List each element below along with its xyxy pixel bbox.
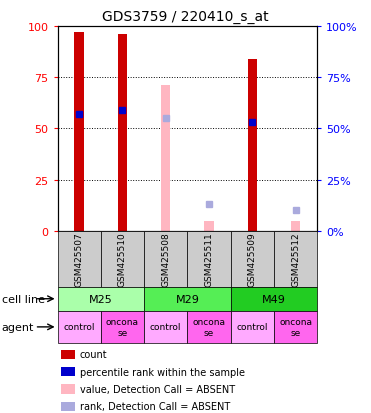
Bar xyxy=(58,287,144,311)
Text: GSM425507: GSM425507 xyxy=(75,232,83,287)
Text: oncona
se: oncona se xyxy=(193,318,226,337)
Text: oncona
se: oncona se xyxy=(279,318,312,337)
Text: GSM425510: GSM425510 xyxy=(118,232,127,287)
Text: M29: M29 xyxy=(175,294,199,304)
Bar xyxy=(274,311,317,343)
Text: GSM425511: GSM425511 xyxy=(204,232,213,287)
Bar xyxy=(118,35,127,231)
Bar xyxy=(231,287,317,311)
Bar xyxy=(187,231,231,287)
Text: M49: M49 xyxy=(262,294,286,304)
Text: GSM425512: GSM425512 xyxy=(291,232,300,286)
Text: cell line: cell line xyxy=(2,294,45,304)
Text: GDS3759 / 220410_s_at: GDS3759 / 220410_s_at xyxy=(102,10,269,24)
Bar xyxy=(144,311,187,343)
Bar xyxy=(58,231,101,287)
Bar xyxy=(204,221,214,231)
Text: control: control xyxy=(150,323,181,332)
Bar xyxy=(161,86,171,231)
Text: rank, Detection Call = ABSENT: rank, Detection Call = ABSENT xyxy=(80,401,230,411)
Text: oncona
se: oncona se xyxy=(106,318,139,337)
Text: count: count xyxy=(80,349,107,359)
Text: value, Detection Call = ABSENT: value, Detection Call = ABSENT xyxy=(80,384,235,394)
Bar xyxy=(187,311,231,343)
Bar xyxy=(101,311,144,343)
Bar xyxy=(58,311,101,343)
Bar xyxy=(144,231,187,287)
Text: agent: agent xyxy=(2,322,34,332)
Bar xyxy=(291,221,301,231)
Bar xyxy=(101,231,144,287)
Bar xyxy=(144,287,231,311)
Text: control: control xyxy=(237,323,268,332)
Bar xyxy=(231,231,274,287)
Text: GSM425509: GSM425509 xyxy=(248,232,257,287)
Bar xyxy=(247,59,257,231)
Text: GSM425508: GSM425508 xyxy=(161,232,170,287)
Bar xyxy=(231,311,274,343)
Text: M25: M25 xyxy=(89,294,113,304)
Bar xyxy=(75,33,84,231)
Text: control: control xyxy=(63,323,95,332)
Bar xyxy=(274,231,317,287)
Text: percentile rank within the sample: percentile rank within the sample xyxy=(80,367,245,377)
